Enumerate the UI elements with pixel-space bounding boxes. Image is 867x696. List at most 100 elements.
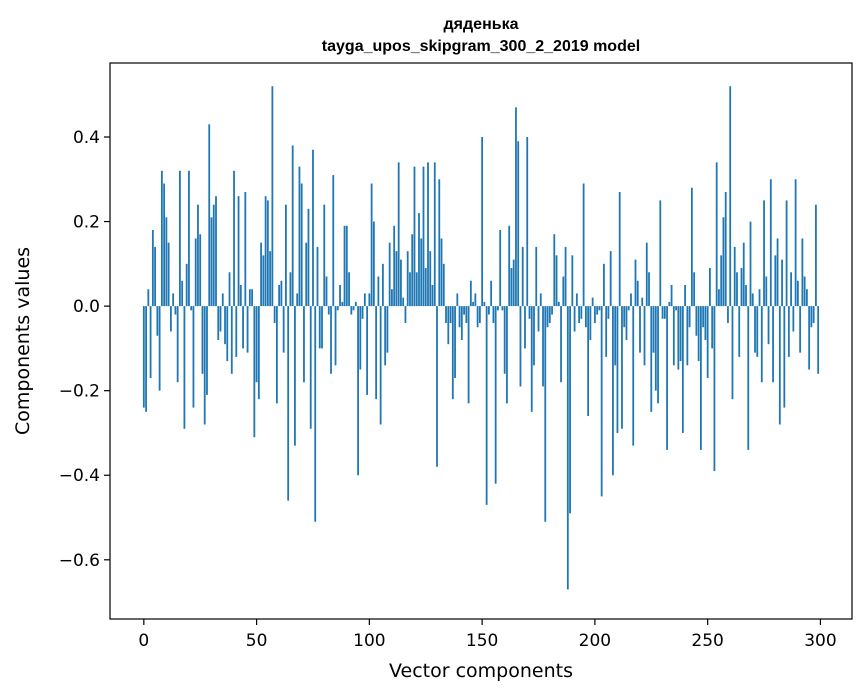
bar-110: [391, 289, 393, 307]
bar-201: [596, 306, 599, 315]
bar-29: [208, 124, 211, 307]
bar-142: [463, 306, 465, 315]
bar-133: [442, 263, 445, 307]
bar-25: [199, 234, 202, 307]
bar-41: [235, 306, 238, 357]
bar-149: [478, 306, 481, 324]
bar-286: [787, 306, 790, 357]
bar-75: [312, 149, 314, 307]
bar-33: [217, 306, 220, 340]
bar-211: [618, 191, 621, 307]
bar-186: [562, 276, 565, 307]
bar-113: [397, 162, 400, 307]
bar-121: [415, 272, 418, 307]
bar-248: [702, 306, 705, 328]
bar-50: [255, 306, 258, 383]
bar-176: [539, 293, 542, 307]
bar-283: [781, 259, 783, 307]
bar-64: [287, 306, 290, 501]
bar-140: [458, 306, 461, 328]
x-tick-label: 200: [579, 631, 611, 651]
bar-182: [553, 234, 556, 307]
bar-34: [219, 306, 222, 332]
bar-93: [352, 306, 355, 311]
bar-125: [424, 268, 427, 307]
bar-108: [386, 306, 389, 353]
bar-180: [548, 306, 551, 324]
x-tick-label: 50: [246, 631, 268, 651]
bar-24: [197, 204, 199, 307]
bar-87: [339, 284, 341, 307]
y-tick-label: −0.6: [59, 551, 100, 571]
bar-284: [783, 306, 786, 408]
bar-86: [336, 306, 339, 311]
bar-200: [593, 306, 596, 324]
bar-95: [357, 306, 359, 476]
bar-106: [381, 263, 384, 307]
bar-181: [551, 306, 553, 315]
bar-13: [172, 293, 175, 307]
bar-240: [684, 284, 686, 307]
bar-183: [555, 255, 558, 307]
bar-282: [778, 306, 781, 425]
bar-83: [330, 306, 332, 374]
bar-253: [713, 306, 716, 472]
bar-231: [663, 306, 666, 319]
bar-166: [517, 141, 520, 307]
bar-227: [654, 306, 657, 391]
bar-128: [431, 284, 434, 307]
bar-279: [772, 306, 774, 383]
bar-215: [627, 306, 630, 311]
bar-237: [677, 306, 680, 370]
bar-94: [354, 301, 357, 307]
x-tick-label: 150: [466, 631, 498, 651]
bar-36: [224, 306, 226, 345]
bar-80: [323, 204, 326, 307]
bar-116: [404, 306, 407, 324]
bar-244: [693, 272, 696, 307]
bar-143: [465, 306, 468, 324]
bar-246: [697, 306, 700, 362]
bar-138: [454, 306, 456, 378]
bar-73: [307, 208, 310, 307]
bar-144: [467, 306, 470, 404]
bar-152: [485, 306, 488, 505]
bar-146: [472, 301, 474, 307]
bar-278: [769, 179, 772, 307]
bar-265: [740, 268, 743, 307]
bar-85: [334, 306, 337, 366]
bar-292: [801, 238, 804, 307]
bar-236: [675, 306, 677, 311]
bar-45: [244, 191, 247, 307]
bar-134: [445, 306, 447, 324]
bar-205: [605, 306, 608, 357]
bar-190: [571, 255, 574, 307]
bar-27: [203, 306, 206, 425]
bar-100: [368, 293, 371, 307]
bar-3: [149, 306, 152, 378]
bar-117: [406, 251, 409, 307]
bar-184: [557, 301, 560, 307]
bar-115: [402, 297, 405, 307]
bar-132: [440, 238, 443, 307]
bar-76: [314, 306, 317, 522]
bar-92: [350, 306, 353, 315]
bar-228: [657, 306, 659, 404]
bar-40: [233, 170, 235, 307]
chart-title-line2: tayga_upos_skipgram_300_2_2019 model: [322, 38, 640, 55]
bar-48: [251, 289, 253, 307]
bar-206: [607, 306, 610, 319]
bar-216: [630, 293, 632, 307]
bar-158: [499, 230, 502, 307]
bar-84: [332, 175, 335, 307]
bar-249: [704, 306, 707, 340]
bar-202: [598, 306, 601, 311]
bar-267: [745, 284, 747, 307]
bar-105: [379, 306, 382, 425]
bar-0: [142, 306, 145, 408]
bar-232: [666, 306, 668, 450]
bar-217: [632, 306, 635, 446]
bar-123: [420, 238, 423, 307]
bar-230: [661, 306, 664, 319]
